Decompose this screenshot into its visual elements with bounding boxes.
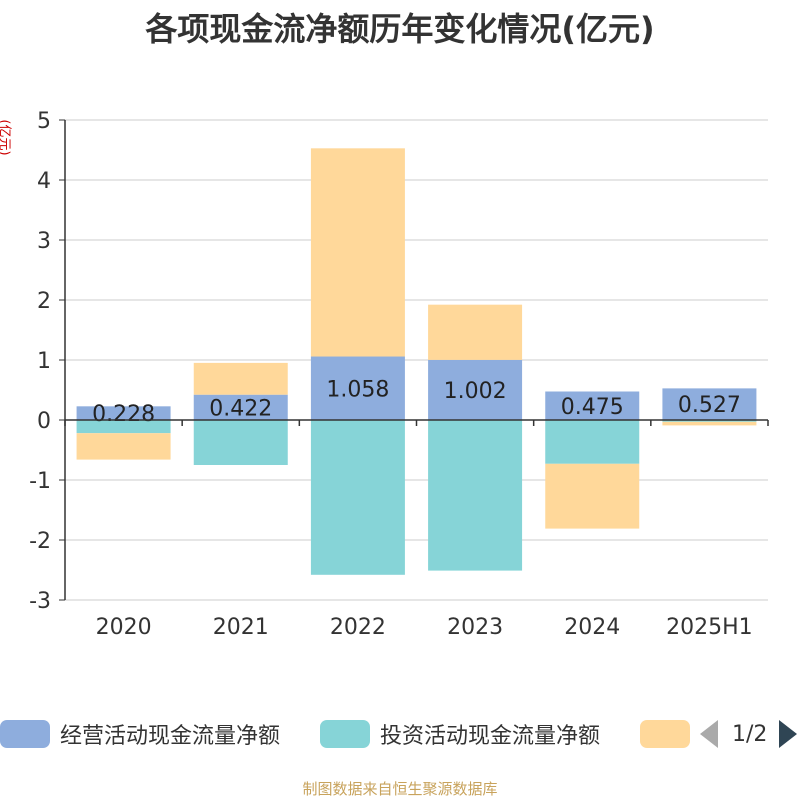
y-tick-label: 5	[37, 109, 51, 134]
bar-series2-2024	[545, 463, 640, 529]
y-tick-label: -2	[29, 529, 51, 554]
legend-swatch-operating	[0, 720, 50, 748]
bar-series1-2025H1	[662, 420, 757, 422]
y-tick-label: 1	[37, 349, 51, 374]
bar-series1-2020	[76, 420, 171, 434]
y-tick-label: -1	[29, 469, 51, 494]
data-label: 0.527	[678, 393, 741, 418]
legend-page-indicator: 1/2	[732, 721, 768, 747]
bar-series1-2021	[193, 420, 288, 465]
bar-series0-2025H1	[662, 388, 757, 420]
x-tick-label: 2024	[564, 615, 620, 640]
data-label: 0.422	[209, 396, 272, 421]
y-tick-label: 4	[37, 169, 51, 194]
bar-series2-2022	[310, 148, 405, 357]
chart-plot: -3 -2 -1 0 1 2 3 4 5 0.228 0.422 1.058 1.002 0.475 0.5…	[29, 109, 769, 640]
bar-series2-2021	[193, 362, 288, 395]
x-tick-label: 2022	[330, 615, 386, 640]
y-tick-label: 0	[37, 409, 51, 434]
bar-series1-2023	[428, 420, 523, 571]
legend-swatch-investing	[320, 720, 370, 748]
data-label: 0.228	[92, 402, 155, 427]
legend-label-investing: 投资活动现金流量净额	[380, 724, 601, 749]
x-tick-label: 2025H1	[666, 615, 753, 640]
legend-item-third[interactable]	[640, 716, 700, 752]
legend-item-operating[interactable]: 经营活动现金流量净额	[0, 716, 280, 752]
legend-prev-arrow-icon[interactable]	[700, 720, 718, 748]
bar-series1-2024	[545, 420, 640, 464]
bar-series2-2020	[76, 433, 171, 460]
x-tick-label: 2023	[447, 615, 503, 640]
data-label: 1.058	[326, 377, 389, 402]
legend-item-investing[interactable]: 投资活动现金流量净额	[320, 716, 600, 752]
data-label: 1.002	[444, 379, 507, 404]
legend-swatch-third	[640, 720, 690, 748]
x-tick-label: 2021	[213, 615, 269, 640]
bar-series0-2021	[193, 394, 288, 420]
bar-series0-2023	[428, 359, 523, 420]
bar-series1-2022	[310, 420, 405, 575]
bar-series2-2025H1	[662, 421, 757, 426]
bar-series0-2020	[76, 406, 171, 420]
chart-title: 各项现金流净额历年变化情况(亿元)	[145, 10, 655, 48]
legend-label-operating: 经营活动现金流量净额	[60, 724, 281, 749]
x-tick-label: 2020	[96, 615, 152, 640]
legend-next-arrow-icon[interactable]	[779, 720, 798, 748]
bar-series0-2022	[310, 356, 405, 420]
legend-pager: 1/2	[700, 716, 798, 752]
y-tick-label: 3	[37, 229, 51, 254]
source-footer: 制图数据来自恒生聚源数据库	[302, 780, 498, 798]
data-label: 0.475	[561, 395, 624, 420]
bar-series0-2024	[545, 391, 640, 420]
y-tick-label: -3	[29, 589, 51, 614]
legend: 经营活动现金流量净额 投资活动现金流量净额	[0, 716, 800, 752]
bar-series2-2023	[428, 304, 523, 360]
y-tick-label: 2	[37, 289, 51, 314]
